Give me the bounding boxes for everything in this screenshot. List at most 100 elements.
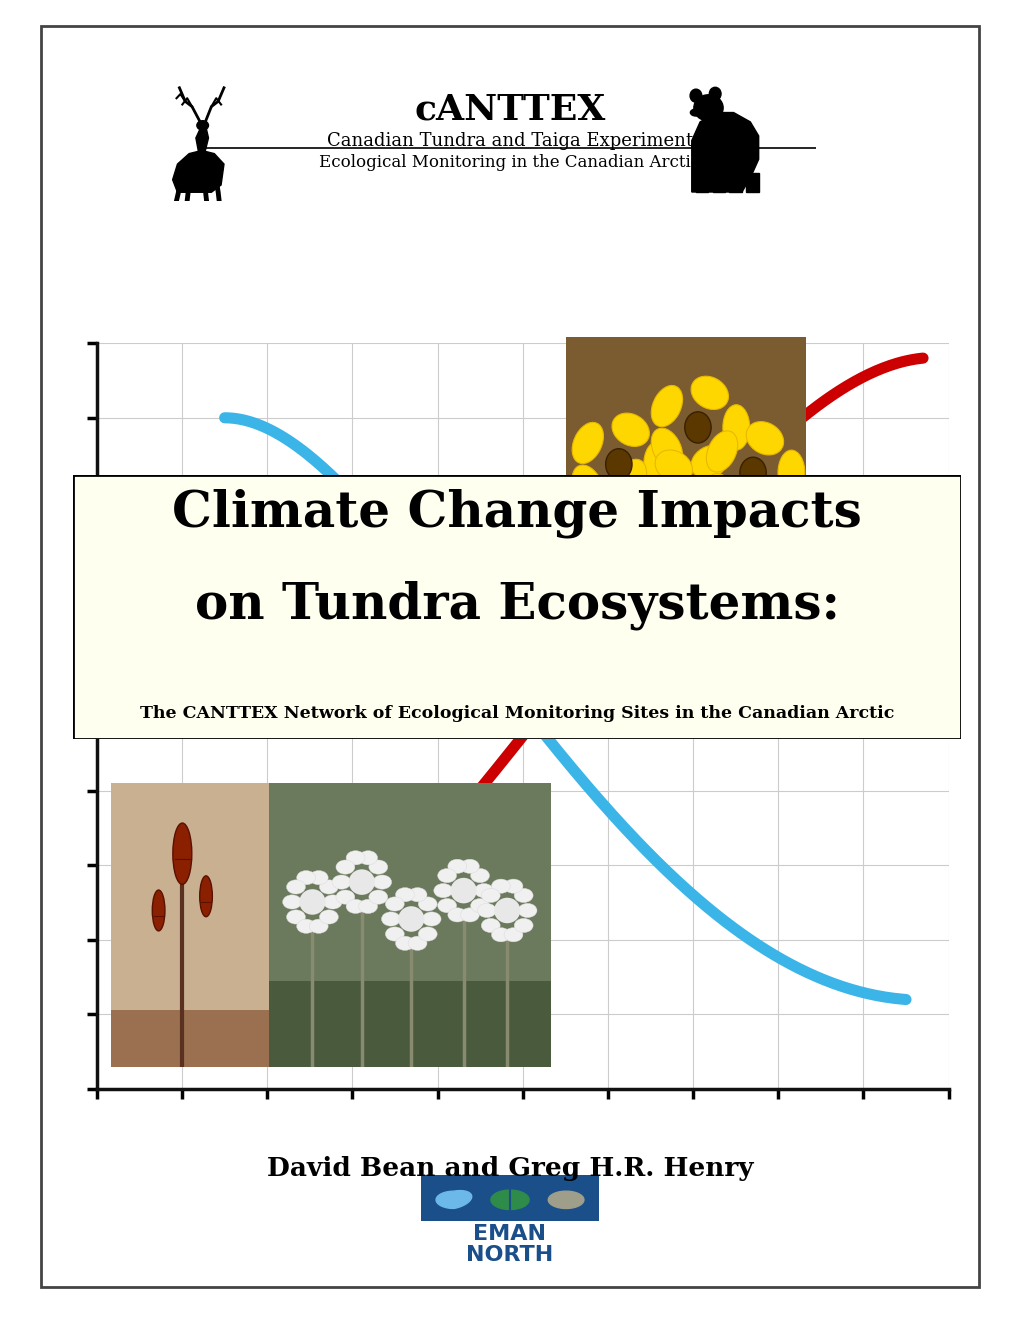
Polygon shape xyxy=(712,178,725,191)
Polygon shape xyxy=(695,173,708,191)
Ellipse shape xyxy=(418,927,437,941)
Circle shape xyxy=(684,412,710,444)
Ellipse shape xyxy=(152,890,165,931)
Polygon shape xyxy=(436,1191,471,1208)
Ellipse shape xyxy=(286,880,305,894)
Ellipse shape xyxy=(614,502,646,543)
Ellipse shape xyxy=(200,876,212,916)
Ellipse shape xyxy=(319,909,338,924)
Ellipse shape xyxy=(422,912,440,927)
Ellipse shape xyxy=(650,428,682,470)
Ellipse shape xyxy=(643,442,669,487)
Ellipse shape xyxy=(572,465,603,507)
Ellipse shape xyxy=(385,896,404,911)
Ellipse shape xyxy=(514,919,533,932)
Ellipse shape xyxy=(691,376,728,409)
Text: on Tundra Ecosystems:: on Tundra Ecosystems: xyxy=(195,581,839,630)
FancyBboxPatch shape xyxy=(41,26,978,1287)
Polygon shape xyxy=(548,1191,583,1209)
Ellipse shape xyxy=(654,519,692,552)
Ellipse shape xyxy=(654,450,692,483)
Ellipse shape xyxy=(385,927,404,941)
Ellipse shape xyxy=(470,869,489,883)
Ellipse shape xyxy=(418,896,437,911)
Circle shape xyxy=(299,890,325,915)
Text: cANTTEX: cANTTEX xyxy=(414,92,605,127)
Ellipse shape xyxy=(686,479,713,524)
Ellipse shape xyxy=(503,928,523,942)
FancyBboxPatch shape xyxy=(421,1175,599,1221)
Bar xyxy=(260,982,550,1067)
Ellipse shape xyxy=(693,95,722,121)
Ellipse shape xyxy=(286,909,305,924)
Ellipse shape xyxy=(345,899,365,913)
Circle shape xyxy=(690,90,701,102)
Ellipse shape xyxy=(706,430,737,473)
Ellipse shape xyxy=(572,422,603,463)
Circle shape xyxy=(493,898,520,923)
Ellipse shape xyxy=(447,908,467,921)
Ellipse shape xyxy=(477,903,496,917)
Polygon shape xyxy=(172,150,224,193)
Circle shape xyxy=(348,870,375,895)
Ellipse shape xyxy=(460,859,479,874)
Polygon shape xyxy=(729,178,741,191)
Ellipse shape xyxy=(408,936,427,950)
Text: Climate Change Impacts: Climate Change Impacts xyxy=(172,488,861,539)
Circle shape xyxy=(708,87,720,100)
Polygon shape xyxy=(691,112,758,191)
Circle shape xyxy=(450,878,476,903)
Ellipse shape xyxy=(470,899,489,912)
Ellipse shape xyxy=(650,385,682,426)
Ellipse shape xyxy=(297,871,315,884)
Ellipse shape xyxy=(335,861,355,874)
Ellipse shape xyxy=(369,890,387,904)
FancyBboxPatch shape xyxy=(73,475,960,739)
Text: Canadian Tundra and Taiga Experiment: Canadian Tundra and Taiga Experiment xyxy=(327,132,692,150)
Text: The CANTTEX Network of Ecological Monitoring Sites in the Canadian Arctic: The CANTTEX Network of Ecological Monito… xyxy=(140,705,894,722)
Text: Ecological Monitoring in the Canadian Arctic: Ecological Monitoring in the Canadian Ar… xyxy=(319,154,700,172)
Ellipse shape xyxy=(460,908,479,921)
Ellipse shape xyxy=(481,919,499,932)
Ellipse shape xyxy=(503,879,523,894)
Ellipse shape xyxy=(197,120,208,131)
Ellipse shape xyxy=(706,474,737,515)
Ellipse shape xyxy=(381,912,400,927)
Ellipse shape xyxy=(332,875,351,890)
Ellipse shape xyxy=(335,890,355,904)
Text: EMAN: EMAN xyxy=(473,1224,546,1243)
Ellipse shape xyxy=(689,108,701,116)
Ellipse shape xyxy=(722,405,749,450)
Ellipse shape xyxy=(474,883,493,898)
Ellipse shape xyxy=(437,869,457,883)
Ellipse shape xyxy=(518,903,536,917)
Ellipse shape xyxy=(514,888,533,903)
Ellipse shape xyxy=(323,895,342,909)
Ellipse shape xyxy=(691,445,728,479)
Text: David Bean and Greg H.R. Henry: David Bean and Greg H.R. Henry xyxy=(267,1156,752,1180)
Ellipse shape xyxy=(297,919,315,933)
Ellipse shape xyxy=(408,887,427,902)
Ellipse shape xyxy=(447,859,467,874)
Ellipse shape xyxy=(172,824,192,884)
Ellipse shape xyxy=(746,421,783,455)
Ellipse shape xyxy=(437,899,457,912)
Bar xyxy=(111,1010,269,1067)
Circle shape xyxy=(648,486,675,517)
Ellipse shape xyxy=(359,899,377,913)
Ellipse shape xyxy=(614,459,646,500)
Ellipse shape xyxy=(491,879,510,894)
Ellipse shape xyxy=(481,888,499,903)
Polygon shape xyxy=(746,173,758,191)
Ellipse shape xyxy=(611,482,649,516)
Ellipse shape xyxy=(491,928,510,942)
Ellipse shape xyxy=(395,887,414,902)
Ellipse shape xyxy=(345,850,365,865)
Ellipse shape xyxy=(395,936,414,950)
Ellipse shape xyxy=(777,450,804,495)
Ellipse shape xyxy=(282,895,302,909)
Ellipse shape xyxy=(611,413,649,446)
Circle shape xyxy=(397,907,424,932)
Ellipse shape xyxy=(319,880,338,894)
Ellipse shape xyxy=(359,850,377,865)
